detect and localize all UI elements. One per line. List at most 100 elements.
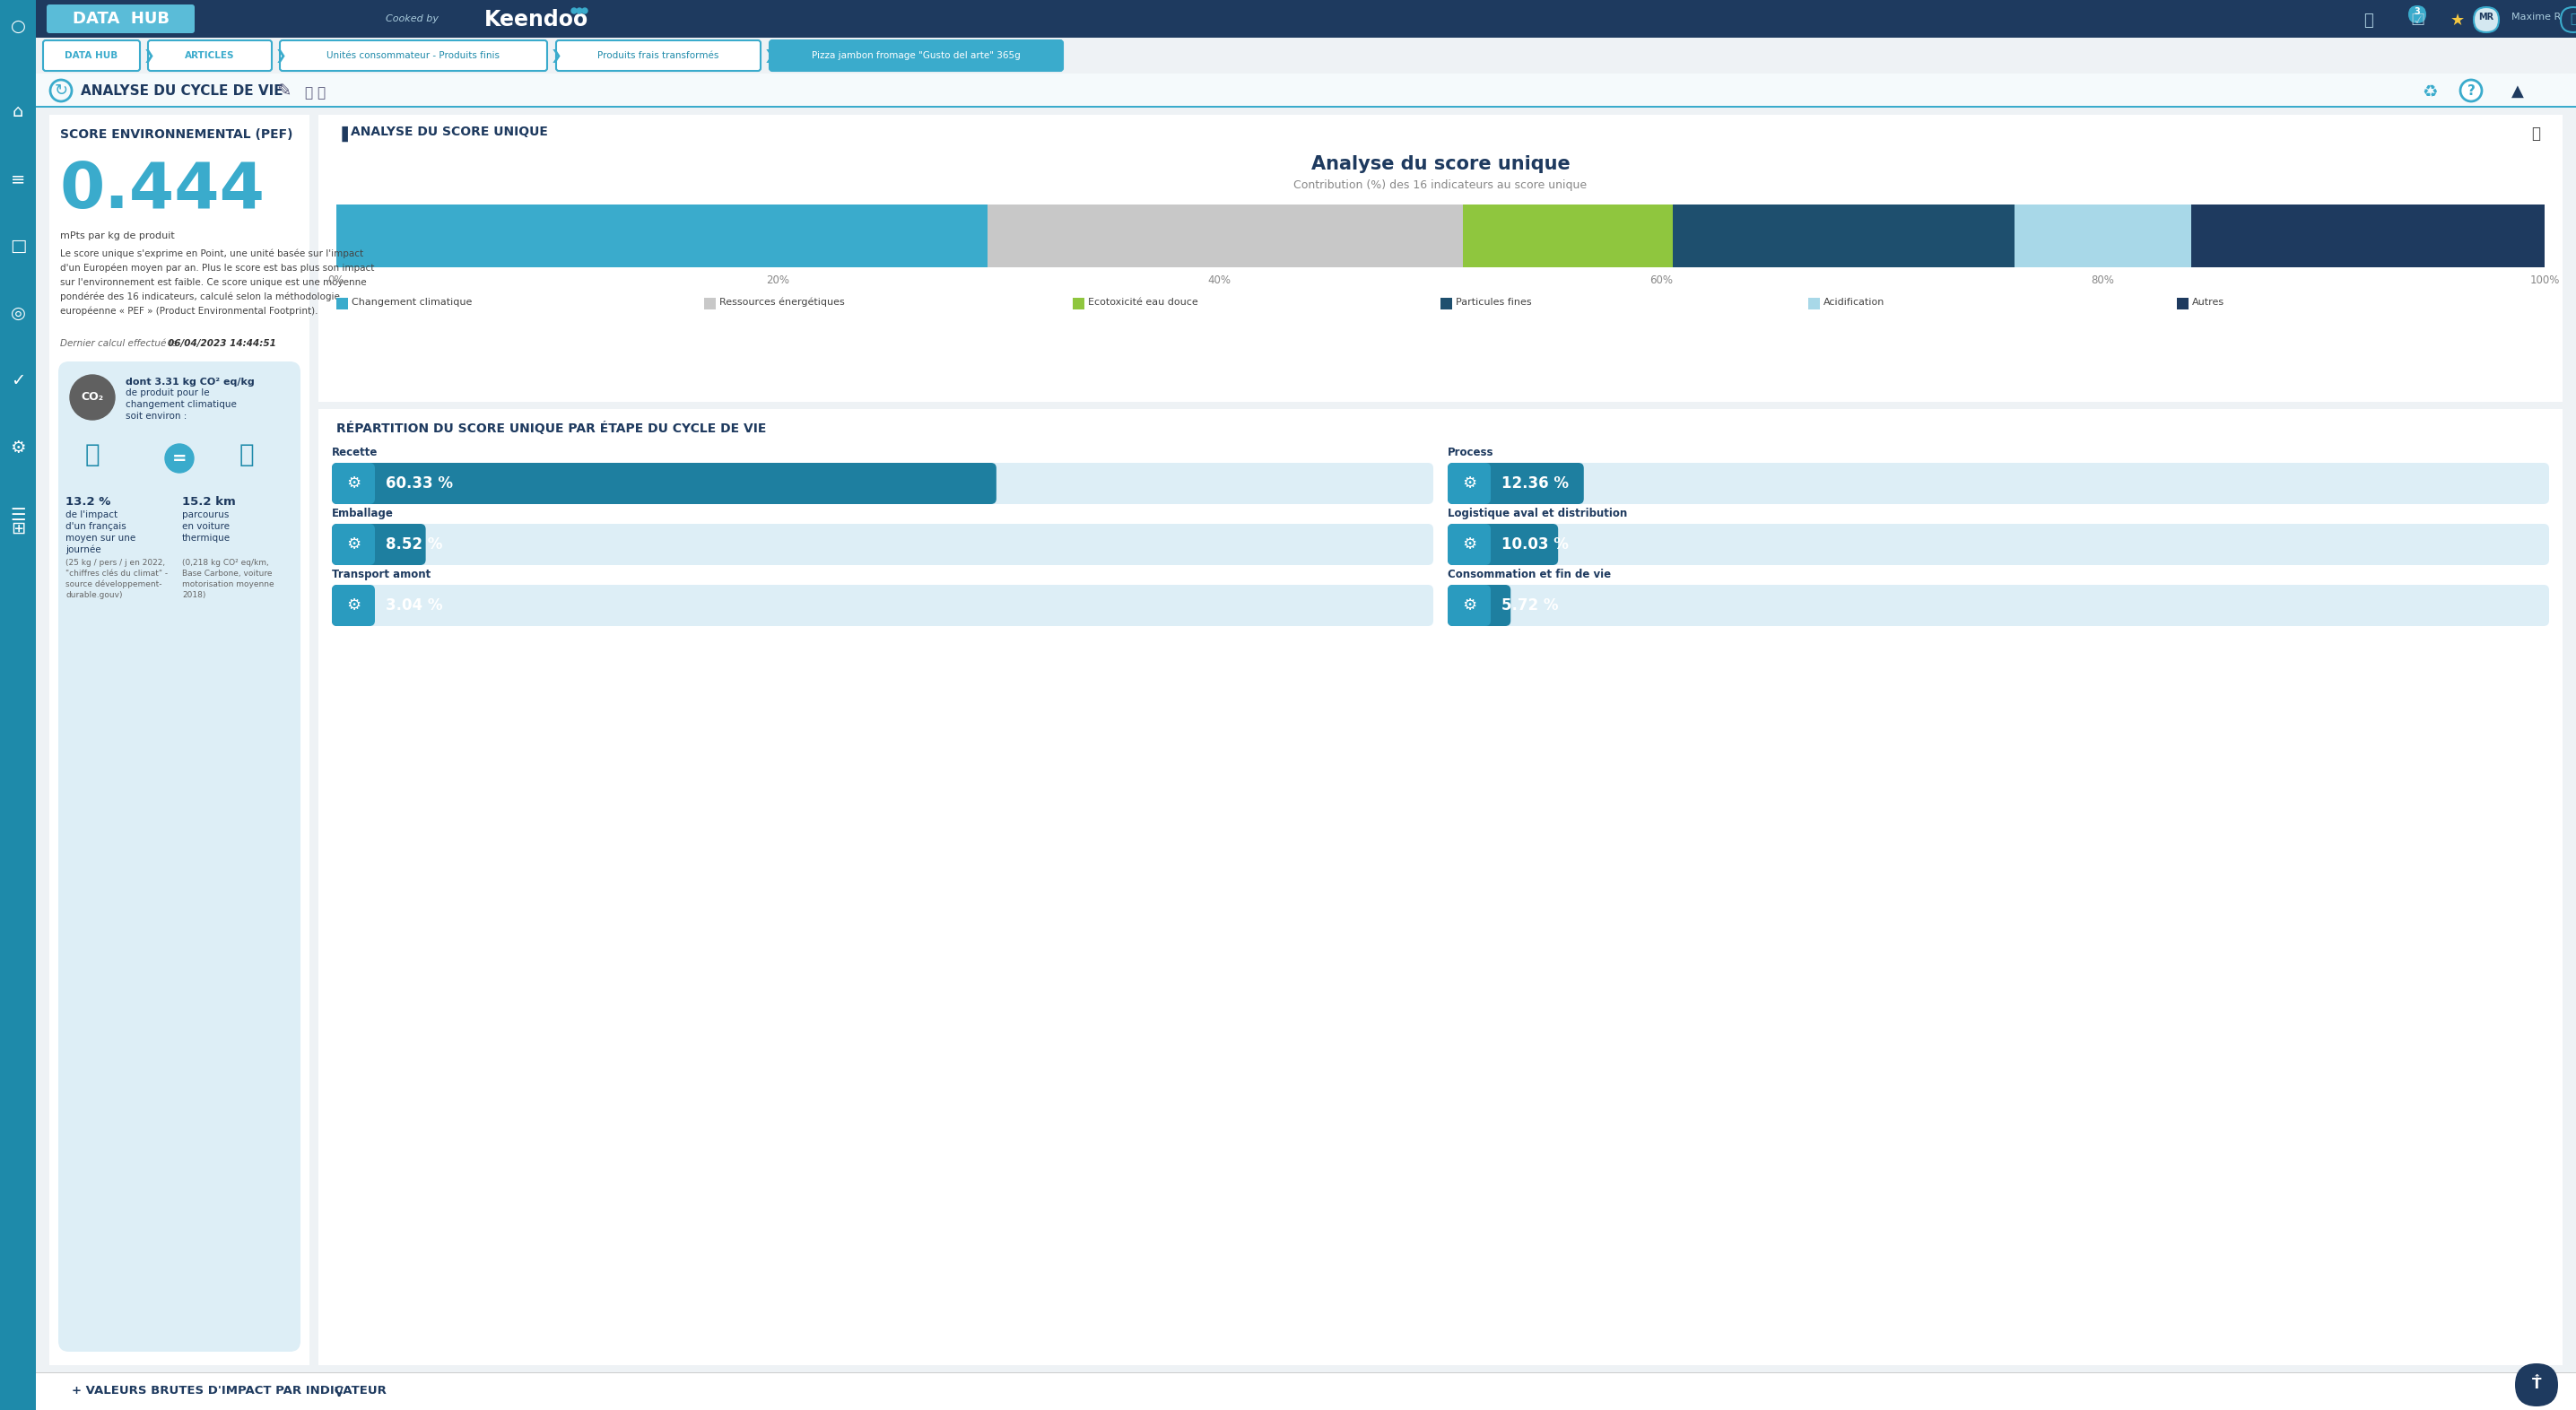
Text: 100%: 100% [2530, 275, 2561, 286]
Text: ANALYSE DU CYCLE DE VIE: ANALYSE DU CYCLE DE VIE [80, 83, 283, 97]
FancyBboxPatch shape [332, 462, 1432, 505]
FancyBboxPatch shape [2473, 7, 2499, 32]
FancyBboxPatch shape [46, 4, 196, 34]
FancyBboxPatch shape [1448, 525, 1558, 565]
Text: Particules fines: Particules fines [1455, 298, 1533, 307]
Bar [1072, 298, 1084, 309]
Text: Process: Process [1448, 447, 1494, 458]
Text: Autres: Autres [2192, 298, 2223, 307]
Text: ⛶: ⛶ [2532, 125, 2540, 142]
Text: 40%: 40% [1208, 275, 1231, 286]
FancyBboxPatch shape [1448, 462, 2550, 505]
Bar [1672, 204, 2014, 268]
Text: source développement-: source développement- [64, 581, 162, 589]
Text: Recette: Recette [332, 447, 379, 458]
Text: 8.52 %: 8.52 % [386, 536, 443, 553]
Text: ⚙: ⚙ [345, 475, 361, 492]
Text: Unités consommateur - Produits finis: Unités consommateur - Produits finis [327, 51, 500, 61]
FancyBboxPatch shape [332, 525, 1432, 565]
FancyBboxPatch shape [332, 462, 997, 505]
Text: Transport amont: Transport amont [332, 568, 430, 581]
Text: dont 3.31 kg CO² eq/kg: dont 3.31 kg CO² eq/kg [126, 378, 255, 386]
Text: ★: ★ [2450, 13, 2465, 28]
FancyBboxPatch shape [1448, 585, 2550, 626]
Text: 15.2 km: 15.2 km [183, 496, 234, 508]
Text: ↻: ↻ [54, 83, 67, 99]
Text: 3.04 %: 3.04 % [386, 598, 443, 613]
Text: + VALEURS BRUTES D'IMPACT PAR INDICATEUR: + VALEURS BRUTES D'IMPACT PAR INDICATEUR [72, 1385, 386, 1396]
Bar [2014, 204, 2192, 268]
Bar [36, 73, 2576, 107]
FancyBboxPatch shape [1448, 585, 1510, 626]
Text: Analyse du score unique: Analyse du score unique [1311, 155, 1569, 173]
Text: DATA  HUB: DATA HUB [72, 11, 170, 27]
Text: =: = [173, 450, 188, 467]
Text: ARTICLES: ARTICLES [185, 51, 234, 61]
Text: Maxime R&D: Maxime R&D [2512, 13, 2576, 21]
Bar [319, 114, 2563, 402]
Text: RÉPARTITION DU SCORE UNIQUE PAR ÉTAPE DU CYCLE DE VIE: RÉPARTITION DU SCORE UNIQUE PAR ÉTAPE DU… [337, 422, 765, 436]
Text: CO₂: CO₂ [80, 392, 103, 403]
Text: Logistique aval et distribution: Logistique aval et distribution [1448, 508, 1628, 519]
FancyBboxPatch shape [2561, 7, 2576, 32]
Text: Keendoo: Keendoo [484, 8, 587, 31]
Text: ∨: ∨ [332, 1383, 345, 1400]
Text: Le score unique s'exprime en Point, une unité basée sur l'impact: Le score unique s'exprime en Point, une … [59, 250, 363, 259]
Text: de l'impact: de l'impact [64, 510, 118, 519]
Bar [36, 1372, 2576, 1410]
Text: ☰: ☰ [10, 506, 26, 525]
FancyBboxPatch shape [770, 41, 1064, 70]
Text: Ecotoxicité eau douce: Ecotoxicité eau douce [1087, 298, 1198, 307]
Text: mPts par kg de produit: mPts par kg de produit [59, 231, 175, 240]
Text: SCORE ENVIRONNEMENTAL (PEF): SCORE ENVIRONNEMENTAL (PEF) [59, 128, 294, 141]
Text: ▲: ▲ [2512, 83, 2524, 100]
Text: ○: ○ [10, 18, 26, 35]
Text: 👤: 👤 [85, 443, 100, 467]
Text: DATA HUB: DATA HUB [64, 51, 118, 61]
Text: ↑: ↑ [2532, 1375, 2540, 1383]
Bar [2192, 204, 2545, 268]
Text: ⊞: ⊞ [10, 520, 26, 537]
Circle shape [577, 8, 582, 14]
Text: européenne « PEF » (Product Environmental Footprint).: européenne « PEF » (Product Environmenta… [59, 307, 317, 316]
Text: 20%: 20% [765, 275, 791, 286]
Text: ✓: ✓ [10, 372, 26, 389]
Bar [49, 114, 309, 1365]
Text: 60.33 %: 60.33 % [386, 475, 453, 492]
Text: ⏻: ⏻ [2568, 13, 2576, 25]
Text: changement climatique: changement climatique [126, 400, 237, 409]
Text: MR: MR [2478, 13, 2494, 21]
Text: 〈 〉: 〈 〉 [304, 86, 325, 100]
Text: ♻: ♻ [2421, 83, 2437, 100]
Text: ❯: ❯ [765, 49, 775, 63]
Text: Dernier calcul effectué le: Dernier calcul effectué le [59, 338, 183, 348]
Text: ❯: ❯ [144, 49, 155, 63]
Text: 10.03 %: 10.03 % [1502, 536, 1569, 553]
Text: 🚗: 🚗 [240, 443, 255, 467]
Text: "chiffres clés du climat" -: "chiffres clés du climat" - [64, 570, 167, 578]
FancyBboxPatch shape [332, 525, 376, 565]
Text: ▐: ▐ [337, 125, 348, 142]
Text: ≡: ≡ [10, 171, 26, 188]
FancyBboxPatch shape [332, 585, 1432, 626]
Text: □: □ [10, 238, 26, 255]
Bar [36, 0, 2576, 38]
FancyBboxPatch shape [332, 462, 376, 505]
Text: Base Carbone, voiture: Base Carbone, voiture [183, 570, 273, 578]
Text: ☑: ☑ [2411, 13, 2424, 28]
FancyBboxPatch shape [44, 41, 139, 70]
Text: journée: journée [64, 546, 100, 554]
Text: T: T [2532, 1378, 2543, 1392]
Text: Consommation et fin de vie: Consommation et fin de vie [1448, 568, 1610, 581]
Text: 60%: 60% [1649, 275, 1672, 286]
Text: d'un français: d'un français [64, 522, 126, 532]
Text: Acidification: Acidification [1824, 298, 1886, 307]
Text: 3: 3 [2414, 7, 2421, 16]
Text: durable.gouv): durable.gouv) [64, 591, 124, 599]
Bar [337, 298, 348, 309]
Text: ⚙: ⚙ [10, 440, 26, 457]
Text: 2018): 2018) [183, 591, 206, 599]
Text: d'un Européen moyen par an. Plus le score est bas plus son impact: d'un Européen moyen par an. Plus le scor… [59, 264, 374, 274]
Text: 80%: 80% [2092, 275, 2115, 286]
Text: Cooked by: Cooked by [386, 14, 438, 24]
